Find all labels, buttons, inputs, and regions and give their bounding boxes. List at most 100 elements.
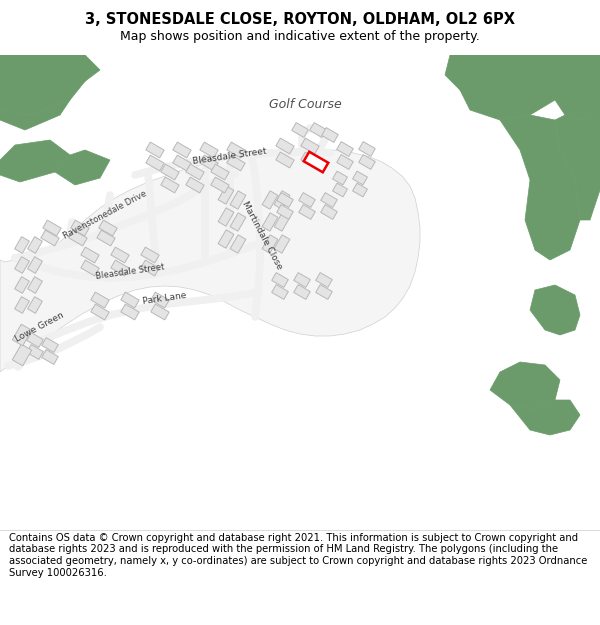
Bar xyxy=(121,304,139,320)
Bar xyxy=(277,204,293,219)
Bar xyxy=(173,142,191,158)
Bar xyxy=(337,154,353,169)
Text: Bleasdale Street: Bleasdale Street xyxy=(193,146,268,166)
Bar xyxy=(276,152,294,168)
Bar xyxy=(97,230,115,246)
Bar xyxy=(173,155,191,171)
Bar xyxy=(14,257,29,273)
Bar xyxy=(301,152,319,168)
Bar xyxy=(81,260,99,276)
Bar xyxy=(218,208,234,226)
Bar xyxy=(337,142,353,156)
Bar xyxy=(13,324,32,346)
Bar xyxy=(262,235,278,253)
Bar xyxy=(41,349,58,364)
Bar xyxy=(332,183,347,197)
Bar xyxy=(218,186,234,204)
Bar xyxy=(200,142,218,158)
Bar xyxy=(299,204,316,219)
Bar xyxy=(359,142,376,156)
Bar xyxy=(141,247,159,263)
Bar xyxy=(274,235,290,253)
Text: Bleasdale Street: Bleasdale Street xyxy=(95,262,165,281)
Bar xyxy=(91,304,109,320)
Bar xyxy=(161,177,179,193)
Bar xyxy=(14,237,29,253)
Polygon shape xyxy=(55,55,100,85)
Bar xyxy=(200,155,218,171)
Bar xyxy=(151,304,169,320)
Bar xyxy=(262,213,278,231)
Bar xyxy=(121,292,139,308)
Bar xyxy=(71,220,89,236)
Polygon shape xyxy=(490,362,560,410)
Bar xyxy=(218,230,234,248)
Bar xyxy=(359,154,376,169)
Bar xyxy=(186,164,204,180)
Bar xyxy=(299,192,316,208)
Text: Lowe Green: Lowe Green xyxy=(14,311,66,344)
Text: Contains OS data © Crown copyright and database right 2021. This information is : Contains OS data © Crown copyright and d… xyxy=(9,533,587,578)
Bar xyxy=(230,235,246,253)
Text: Golf Course: Golf Course xyxy=(269,99,341,111)
Bar xyxy=(353,171,367,185)
Bar xyxy=(316,284,332,299)
Bar xyxy=(292,122,308,138)
Bar xyxy=(316,272,332,288)
Text: Park Lane: Park Lane xyxy=(142,291,188,306)
Bar xyxy=(320,204,337,219)
Bar xyxy=(111,260,129,276)
Bar xyxy=(28,297,43,313)
Bar xyxy=(293,272,310,288)
Bar xyxy=(111,247,129,263)
Text: Map shows position and indicative extent of the property.: Map shows position and indicative extent… xyxy=(120,30,480,43)
Polygon shape xyxy=(0,55,90,115)
Bar xyxy=(304,152,328,173)
Text: 3, STONESDALE CLOSE, ROYTON, OLDHAM, OL2 6PX: 3, STONESDALE CLOSE, ROYTON, OLDHAM, OL2… xyxy=(85,12,515,27)
Bar xyxy=(41,338,58,352)
Bar xyxy=(230,213,246,231)
Polygon shape xyxy=(530,285,580,335)
Polygon shape xyxy=(455,55,560,120)
Bar xyxy=(301,138,319,154)
Bar xyxy=(81,247,99,263)
Bar xyxy=(227,155,245,171)
Bar xyxy=(276,138,294,154)
Bar xyxy=(151,292,169,308)
Bar xyxy=(227,142,245,158)
Bar xyxy=(14,277,29,293)
Bar xyxy=(272,272,289,288)
Bar xyxy=(28,277,43,293)
Bar xyxy=(277,192,293,208)
Bar xyxy=(272,284,289,299)
Polygon shape xyxy=(0,150,420,372)
Bar xyxy=(99,220,117,236)
Bar xyxy=(161,164,179,180)
Bar xyxy=(146,155,164,171)
Bar xyxy=(211,164,229,180)
Polygon shape xyxy=(510,400,580,435)
Bar xyxy=(274,213,290,231)
Text: Martindale Close: Martindale Close xyxy=(240,199,284,271)
Bar xyxy=(146,142,164,158)
Polygon shape xyxy=(555,110,600,220)
Bar xyxy=(14,297,29,313)
Polygon shape xyxy=(445,55,505,95)
Bar xyxy=(28,237,43,253)
Text: Ravenstonedale Drive: Ravenstonedale Drive xyxy=(62,189,148,241)
Bar xyxy=(141,260,159,276)
Bar xyxy=(262,191,278,209)
Bar xyxy=(320,192,337,208)
Polygon shape xyxy=(540,55,600,120)
Polygon shape xyxy=(0,100,70,130)
Bar xyxy=(41,230,59,246)
Bar xyxy=(293,284,310,299)
Polygon shape xyxy=(0,140,70,182)
Bar xyxy=(322,127,338,142)
Bar xyxy=(28,257,43,273)
Bar xyxy=(26,344,43,359)
Bar xyxy=(91,292,109,308)
Bar xyxy=(230,191,246,209)
Bar xyxy=(274,191,290,209)
Bar xyxy=(211,177,229,193)
